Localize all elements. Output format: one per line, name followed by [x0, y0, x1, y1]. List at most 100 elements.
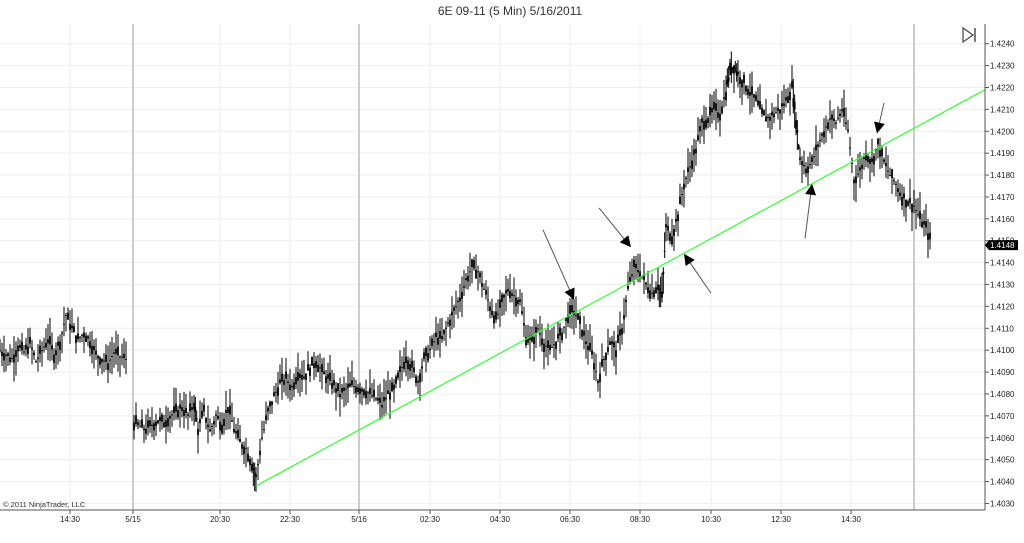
candle-body: [177, 410, 179, 418]
candle-body: [207, 424, 209, 428]
trend-line[interactable]: [255, 89, 986, 487]
candle-body: [923, 221, 925, 225]
axes: 1.4030 1.4040 1.4050 1.4060 1.4070 1.4080 1.40…: [0, 24, 1018, 524]
candle-body: [883, 159, 885, 162]
candle-body: [121, 356, 123, 358]
candle-body: [35, 361, 37, 363]
candle-body: [851, 162, 853, 164]
candle-body: [673, 229, 675, 236]
candle-body: [217, 415, 219, 419]
x-tick-label: 04:30: [490, 515, 511, 524]
candle-body: [897, 188, 899, 193]
candle-body: [747, 88, 749, 96]
candle-body: [563, 326, 565, 328]
candle-body: [799, 157, 801, 160]
candle-body: [23, 351, 25, 353]
candle-body: [365, 391, 367, 399]
candle-body: [727, 77, 730, 82]
candle-body: [9, 357, 11, 363]
last-price-tag: [985, 240, 1018, 251]
candle-body: [299, 373, 301, 378]
x-tick-label: 08:30: [630, 515, 651, 524]
candle-body: [703, 121, 705, 130]
candle-body: [301, 375, 303, 380]
candle-body: [257, 464, 259, 466]
candle-body: [547, 340, 549, 348]
x-tick-label: 20:30: [210, 515, 231, 524]
candle-body: [41, 350, 43, 352]
candle-body: [711, 107, 713, 113]
candle-body: [565, 317, 567, 321]
candle-body: [681, 194, 683, 196]
grid: [0, 24, 985, 510]
candle-body: [243, 446, 245, 455]
candle-body: [431, 338, 433, 346]
arrow-annotation[interactable]: [684, 253, 712, 294]
arrow-annotation[interactable]: [874, 102, 885, 134]
candle-body: [662, 271, 665, 275]
candle-body: [521, 311, 523, 314]
candle-body: [605, 353, 607, 361]
annotation-arrows[interactable]: [542, 102, 885, 300]
candle-body: [671, 236, 673, 245]
candle-body: [219, 421, 221, 431]
candle-body: [343, 387, 345, 392]
candle-body: [187, 414, 189, 416]
scroll-to-end-button[interactable]: [960, 26, 978, 44]
candle-body: [439, 330, 441, 339]
candle-body: [65, 315, 67, 317]
candle-body: [169, 415, 171, 419]
candle-body: [39, 345, 41, 354]
candle-body: [719, 113, 721, 121]
scroll-end-bg[interactable]: [960, 26, 978, 42]
candle-body: [389, 392, 391, 400]
candle-body: [507, 288, 509, 292]
candle-body: [331, 383, 333, 389]
candle-body: [119, 356, 121, 358]
candle-body: [43, 346, 45, 348]
candle-body: [373, 389, 375, 397]
candle-body: [359, 388, 361, 394]
arrow-annotation[interactable]: [542, 229, 575, 300]
candle-body: [823, 131, 825, 138]
candle-body: [529, 335, 531, 340]
candle-body: [191, 407, 193, 410]
candle-body: [459, 297, 461, 302]
trendline-layer[interactable]: [255, 89, 986, 487]
x-tick-label: 5/16: [351, 515, 367, 524]
candle-body: [413, 367, 415, 373]
candle-body: [435, 332, 437, 338]
candle-body: [773, 113, 775, 118]
candle-body: [835, 122, 837, 124]
candle-body: [767, 116, 769, 119]
candle-body: [658, 288, 661, 290]
candle-body: [813, 156, 815, 158]
candle-body: [759, 101, 761, 110]
candle-body: [229, 405, 231, 415]
candle-body: [917, 214, 919, 216]
candle-body: [285, 371, 287, 379]
candle-body: [137, 422, 139, 426]
candle-body: [307, 364, 309, 371]
candle-body: [779, 109, 781, 114]
candle-body: [447, 322, 449, 324]
arrow-annotation[interactable]: [598, 207, 631, 248]
candle-body: [531, 334, 533, 342]
arrow-annotation[interactable]: [804, 183, 817, 239]
candle-body: [903, 193, 905, 199]
candle-body: [323, 371, 325, 375]
candle-body: [89, 341, 91, 349]
candle-body: [61, 332, 63, 334]
y-tick-label: 1.4070: [990, 412, 1015, 421]
candle-body: [205, 418, 207, 423]
candle-body: [91, 345, 93, 355]
candle-body: [381, 404, 383, 408]
candle-body: [527, 338, 529, 343]
candle-body: [495, 311, 497, 320]
candle-body: [325, 376, 327, 383]
candle-body: [281, 373, 283, 382]
candle-body: [311, 356, 313, 366]
candle-body: [893, 180, 895, 182]
candle-body: [591, 350, 593, 355]
